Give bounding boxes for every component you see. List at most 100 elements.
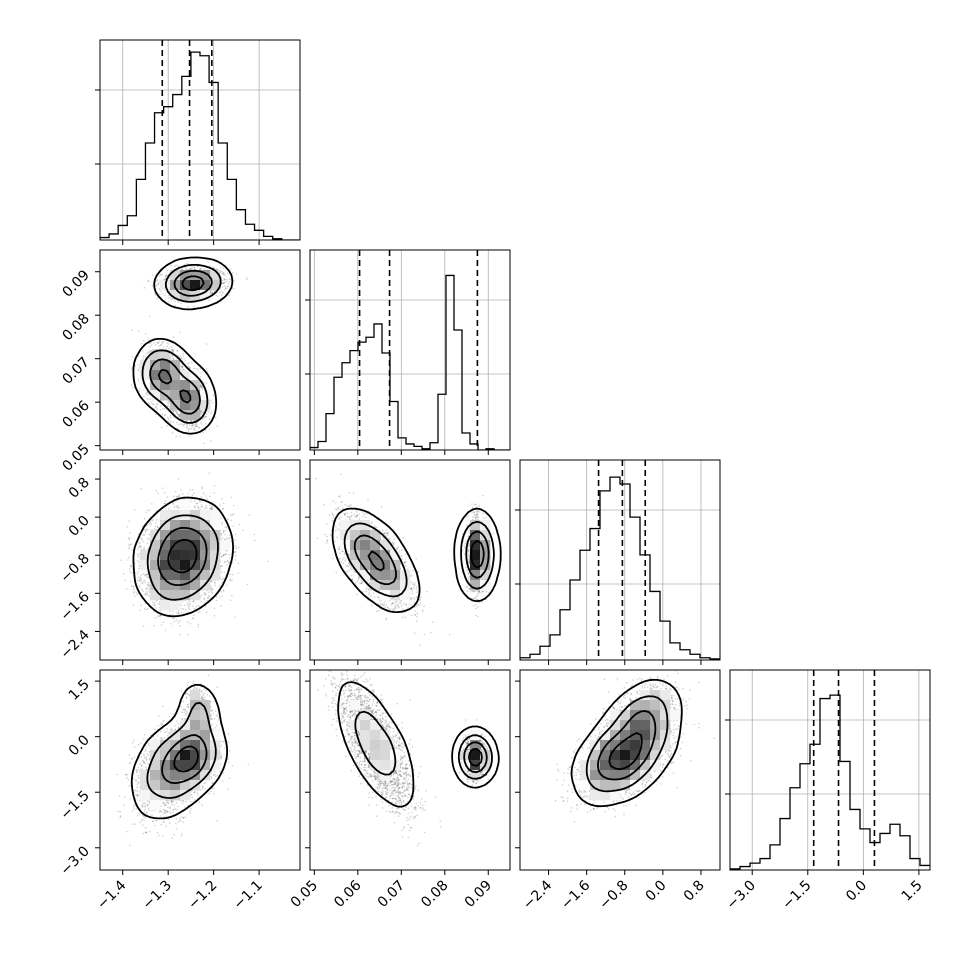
sample-point [210,410,213,413]
sample-point [186,426,189,428]
density-cell [150,380,161,391]
sample-point [177,478,180,480]
sample-point [147,338,150,340]
sample-point [168,400,170,402]
sample-point [163,407,166,410]
sample-point [147,279,149,282]
histogram-frame [519,459,721,661]
sample-point [171,350,174,352]
sample-point [181,366,184,368]
sample-point [147,280,150,283]
sample-point [157,527,160,529]
sample-point [138,388,141,390]
sample-point [190,420,192,422]
sample-point [209,418,211,420]
sample-point [200,421,202,424]
sample-point [137,570,140,573]
scatter-panel-1-0 [130,256,248,445]
density-cell [140,370,151,381]
sample-point [199,268,201,271]
sample-point [200,385,203,388]
sample-point [228,278,231,280]
sample-point [144,332,147,335]
sample-point [200,423,203,425]
sample-point [172,357,174,360]
sample-point [149,315,151,318]
sample-point [222,279,224,282]
sample-point [195,367,197,370]
sample-point [229,278,232,281]
sample-point [233,280,235,282]
sample-point [145,353,147,355]
sample-point [245,276,248,279]
sample-point [150,344,153,346]
sample-point [167,420,170,423]
sample-point [221,272,224,275]
sample-point [183,358,185,360]
sample-point [234,551,237,553]
sample-point [176,300,179,302]
sample-point [189,419,192,422]
density-cell [200,290,211,301]
sample-point [203,597,205,599]
sample-point [158,293,161,296]
sample-point [137,369,140,372]
sample-point [215,294,218,296]
density-cell [190,400,201,411]
sample-point [210,290,212,292]
sample-point [186,424,188,426]
sample-point [221,293,224,295]
sample-point [177,265,180,268]
sample-point [194,353,196,356]
sample-point [132,387,134,389]
sample-point [161,274,163,276]
scatter-frame [99,249,301,451]
sample-point [184,422,186,425]
sample-point [178,495,180,497]
sample-point [198,426,201,429]
density-cell [190,390,201,401]
sample-point [220,294,223,297]
sample-point [191,361,193,364]
sample-point [201,387,204,389]
sample-point [130,384,133,386]
sample-point [163,341,165,343]
sample-point [205,416,208,418]
sample-point [204,415,207,418]
sample-point [174,265,176,267]
sample-point [200,496,202,498]
sample-point [156,284,159,286]
sample-point [167,343,170,345]
sample-point [201,418,204,420]
sample-point [164,294,166,297]
sample-point [201,388,203,391]
sample-point [228,537,231,539]
sample-point [159,405,162,407]
sample-point [162,346,165,348]
sample-point [233,287,235,290]
sample-point [224,288,226,291]
density-cell [180,370,191,381]
sample-point [207,411,210,413]
sample-point [160,426,163,429]
sample-point [182,424,185,427]
sample-point [222,267,225,269]
sample-point [229,578,232,581]
sample-point [159,409,162,411]
sample-point [142,358,144,360]
sample-point [155,413,157,416]
sample-point [142,355,145,358]
sample-point [197,507,199,509]
sample-point [165,274,167,277]
sample-point [156,407,158,410]
sample-point [179,355,182,358]
sample-point [204,429,207,432]
sample-point [219,297,222,300]
sample-point [148,398,151,401]
sample-point [140,546,142,548]
sample-point [144,355,146,358]
sample-point [182,352,184,355]
sample-point [175,411,178,413]
sample-point [153,602,156,604]
sample-point [177,301,180,303]
